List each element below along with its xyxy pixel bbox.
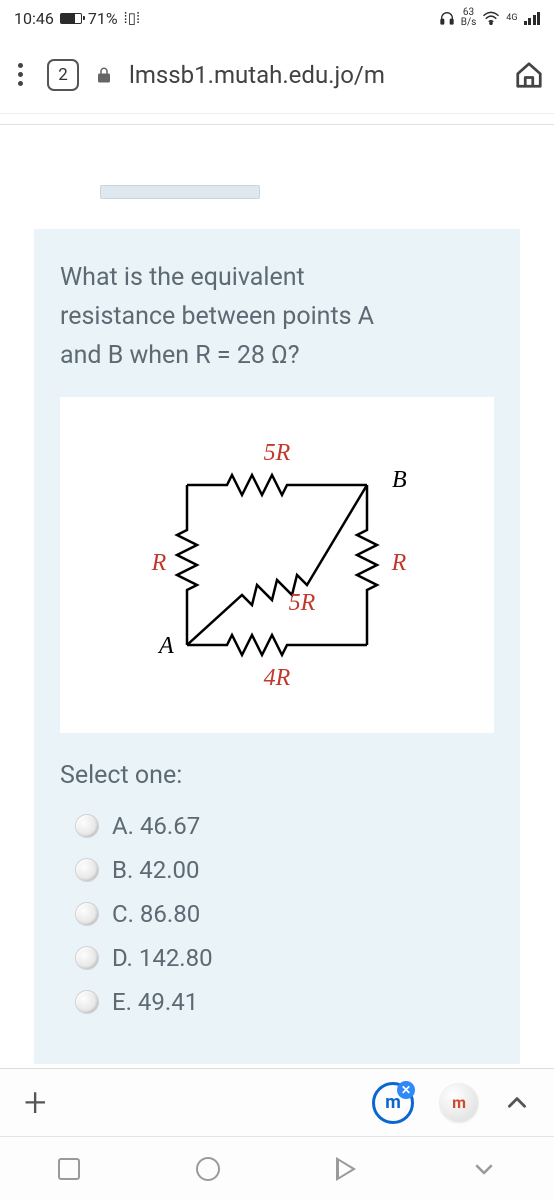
radio-icon[interactable] bbox=[76, 947, 98, 969]
recent-apps-button[interactable] bbox=[58, 1158, 80, 1180]
circuit-diagram: 5R 4R R R 5R B A bbox=[117, 415, 437, 715]
bottom-toolbar: + m ✕ m bbox=[0, 1068, 554, 1136]
home-button[interactable] bbox=[196, 1157, 220, 1181]
headphones-icon bbox=[439, 10, 455, 26]
diagram-label-diag: 5R bbox=[289, 590, 316, 616]
option-row[interactable]: D. 142.80 bbox=[60, 936, 494, 980]
diagram-label-left: R bbox=[151, 550, 167, 576]
option-label: C. 86.80 bbox=[112, 900, 200, 928]
option-label: E. 49.41 bbox=[112, 988, 198, 1016]
menu-icon[interactable] bbox=[10, 59, 31, 90]
option-label: A. 46.67 bbox=[112, 812, 200, 840]
radio-icon[interactable] bbox=[76, 903, 98, 925]
data-rate: 63 B/s bbox=[461, 8, 477, 28]
net-bottom: B/s bbox=[461, 18, 477, 28]
diagram-container: 5R 4R R R 5R B A bbox=[60, 397, 494, 733]
wifi-icon bbox=[482, 11, 500, 25]
new-tab-button[interactable]: + bbox=[24, 1079, 47, 1126]
page-content: What is the equivalent resistance betwee… bbox=[0, 124, 554, 1064]
vibrate-icon: ⁞▯⁞ bbox=[124, 9, 141, 27]
question-text: What is the equivalent resistance betwee… bbox=[60, 259, 494, 375]
radio-icon[interactable] bbox=[76, 815, 98, 837]
radio-icon[interactable] bbox=[76, 991, 98, 1013]
diagram-node-b: B bbox=[392, 467, 407, 493]
lock-icon bbox=[95, 66, 113, 84]
chevron-down-icon[interactable] bbox=[472, 1157, 496, 1181]
home-icon[interactable] bbox=[514, 60, 544, 90]
app-letter: m bbox=[452, 1093, 466, 1112]
back-button[interactable] bbox=[336, 1157, 356, 1181]
option-label: D. 142.80 bbox=[112, 944, 213, 972]
system-nav-bar bbox=[0, 1136, 554, 1200]
diagram-label-top: 5R bbox=[264, 440, 291, 466]
status-left: 10:46 71% ⁞▯⁞ bbox=[14, 9, 140, 28]
option-row[interactable]: E. 49.41 bbox=[60, 980, 494, 1024]
diagram-label-bottom: 4R bbox=[264, 665, 291, 691]
app-shortcut-secondary[interactable]: m bbox=[440, 1084, 478, 1122]
question-line: resistance between points A bbox=[60, 302, 374, 331]
radio-icon[interactable] bbox=[76, 859, 98, 881]
tab-switcher[interactable]: 2 bbox=[47, 59, 79, 91]
browser-toolbar: 2 lmssb1.mutah.edu.jo/m bbox=[0, 36, 554, 114]
tab-count-text: 2 bbox=[58, 65, 68, 85]
question-line: and B when R = 28 Ω? bbox=[60, 341, 300, 370]
diagram-label-right: R bbox=[391, 550, 407, 576]
diagram-node-a: A bbox=[157, 633, 174, 659]
network-type: 4G bbox=[506, 13, 517, 23]
question-card: What is the equivalent resistance betwee… bbox=[34, 229, 520, 1064]
toolbar-right: m ✕ m bbox=[372, 1082, 530, 1124]
url-text[interactable]: lmssb1.mutah.edu.jo/m bbox=[129, 61, 498, 89]
app-shortcut-primary[interactable]: m ✕ bbox=[372, 1082, 414, 1124]
battery-text: 71% bbox=[88, 9, 118, 28]
option-row[interactable]: B. 42.00 bbox=[60, 848, 494, 892]
clock-text: 10:46 bbox=[14, 9, 54, 28]
close-badge-icon[interactable]: ✕ bbox=[397, 1081, 415, 1099]
status-right: 63 B/s 4G bbox=[439, 8, 540, 28]
question-line: What is the equivalent bbox=[60, 263, 305, 292]
signal-icon bbox=[524, 11, 541, 25]
option-label: B. 42.00 bbox=[112, 856, 200, 884]
chevron-up-icon[interactable] bbox=[504, 1090, 530, 1116]
option-row[interactable]: C. 86.80 bbox=[60, 892, 494, 936]
progress-segment bbox=[100, 185, 260, 199]
select-one-label: Select one: bbox=[60, 761, 494, 790]
battery-icon bbox=[60, 13, 82, 24]
option-row[interactable]: A. 46.67 bbox=[60, 804, 494, 848]
status-bar: 10:46 71% ⁞▯⁞ 63 B/s 4G bbox=[0, 0, 554, 36]
